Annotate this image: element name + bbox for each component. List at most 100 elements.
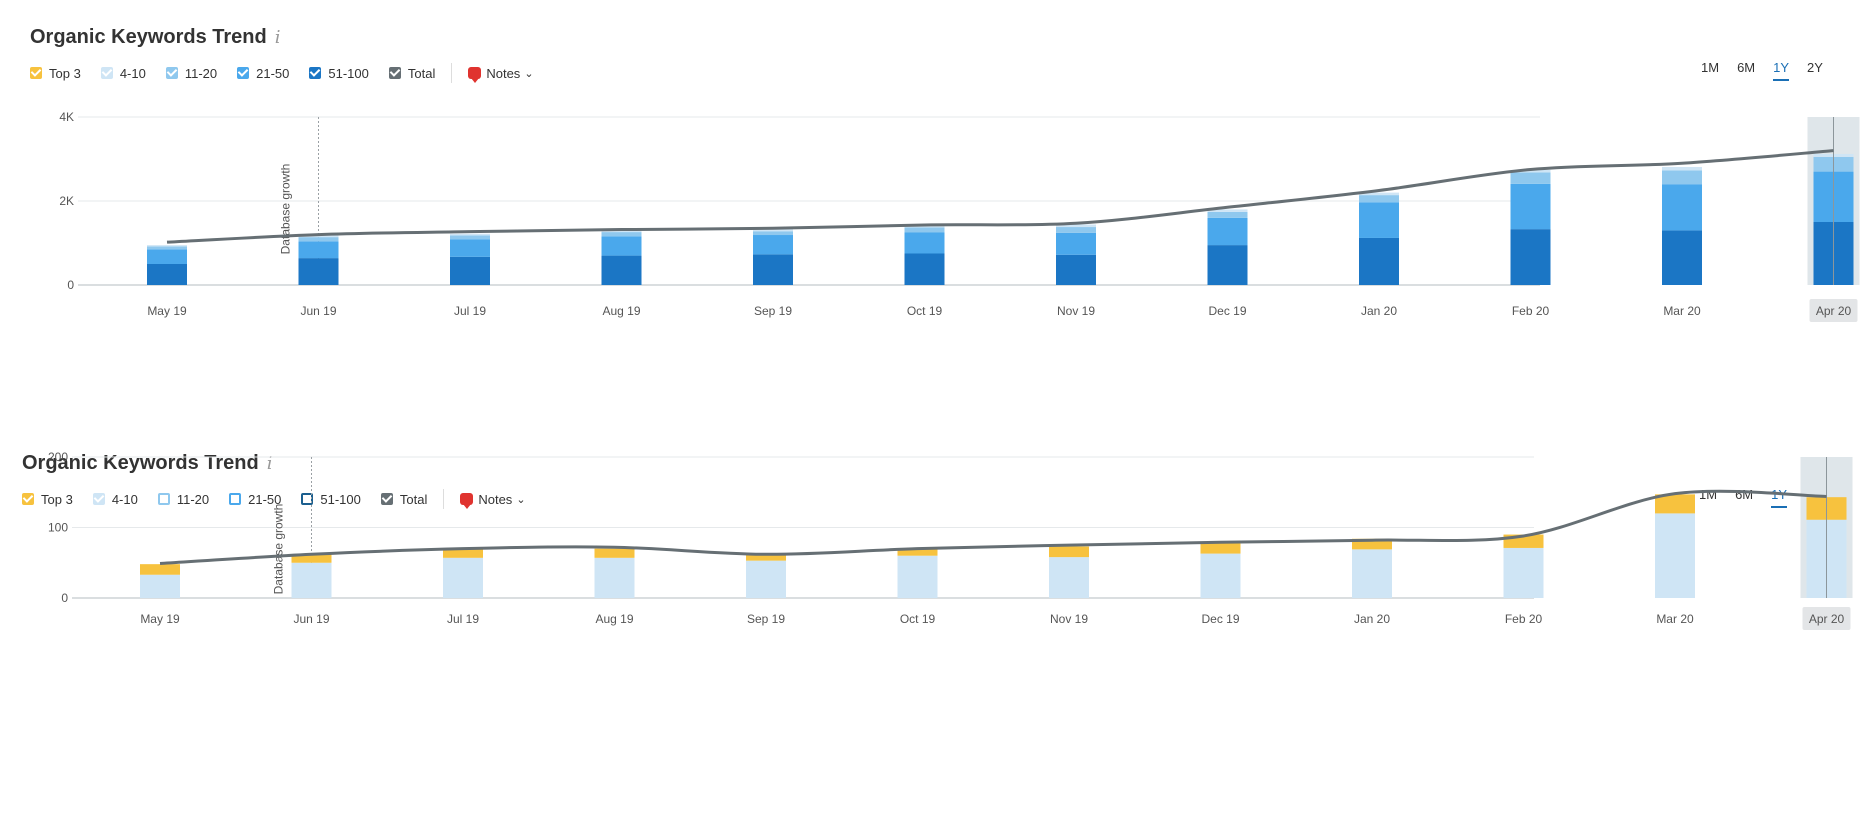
legend-label: Top 3 <box>41 491 73 507</box>
legend-checkbox[interactable] <box>229 493 242 505</box>
period-6m[interactable]: 6M <box>1737 60 1756 75</box>
x-tick-label: Jan 20 <box>1361 304 1397 318</box>
bar-segment <box>601 255 642 285</box>
legend-checkbox[interactable] <box>301 493 314 505</box>
bar-segment <box>1662 170 1702 185</box>
bar-segment <box>298 258 339 285</box>
bar-segment <box>443 557 483 598</box>
x-tick-label: Aug 19 <box>602 304 640 318</box>
y-tick-label: 0 <box>61 591 68 605</box>
bar-segment <box>904 227 945 233</box>
bar-segment <box>1207 211 1248 218</box>
legend-checkbox[interactable] <box>157 493 170 505</box>
legend-item-total[interactable]: Total <box>380 492 427 507</box>
legend-checkbox[interactable] <box>237 67 250 79</box>
bar-segment <box>1662 230 1702 285</box>
legend-checkbox[interactable] <box>22 493 34 505</box>
bar-segment <box>1359 192 1399 196</box>
legend-item-11-20[interactable]: 11-20 <box>165 65 218 81</box>
speech-bubble-icon <box>468 67 482 83</box>
legend-item-top-3[interactable]: Top 3 <box>30 66 81 81</box>
highlight-label-bg <box>1802 607 1851 630</box>
bar-segment <box>147 264 187 285</box>
bar-segment <box>147 245 187 247</box>
legend-item-4-10[interactable]: 4-10 <box>92 491 138 507</box>
legend-item-21-50[interactable]: 21-50 <box>237 66 289 81</box>
legend-item-51-100[interactable]: 51-100 <box>309 66 369 81</box>
legend-label: 21-50 <box>256 65 290 81</box>
bar-segment <box>147 249 187 264</box>
notes-dropdown[interactable]: Notes ⌄ <box>460 492 526 509</box>
notes-dropdown[interactable]: Notes ⌄ <box>468 65 534 83</box>
bar-segment <box>1352 549 1392 598</box>
bar-segment <box>746 554 786 561</box>
x-tick-label: Dec 19 <box>1208 304 1246 318</box>
x-tick-label: Sep 19 <box>747 612 785 626</box>
legend-item-21-50[interactable]: 21-50 <box>229 492 281 507</box>
period-1m[interactable]: 1M <box>1701 60 1720 75</box>
legend-label: 11-20 <box>176 491 210 507</box>
legend-label: Total <box>407 65 436 81</box>
legend-item-51-100[interactable]: 51-100 <box>301 492 361 507</box>
legend-item-top-3[interactable]: Top 3 <box>22 492 73 507</box>
bar-segment <box>1503 547 1544 598</box>
legend: Top 3 4-10 11-20 21-50 51-100 Total Notes ⌄ <box>30 63 534 83</box>
period-2y[interactable]: 2Y <box>1807 60 1823 75</box>
bar-segment <box>298 235 339 238</box>
bar-segment <box>1049 546 1089 558</box>
bar-segment <box>140 564 180 575</box>
bar-segment <box>1510 183 1551 230</box>
bar-segment <box>594 548 635 558</box>
bar-segment <box>601 236 642 256</box>
legend-checkbox[interactable] <box>309 67 322 79</box>
bar-segment <box>753 254 793 285</box>
bar-segment <box>1655 494 1695 514</box>
legend-checkbox[interactable] <box>388 67 401 79</box>
bar-segment <box>147 246 187 250</box>
legend-label: 11-20 <box>184 65 218 81</box>
x-tick-label: Jul 19 <box>447 612 479 626</box>
bar-segment <box>1510 172 1551 184</box>
legend-checkbox[interactable] <box>92 493 105 505</box>
legend-checkbox[interactable] <box>165 67 178 79</box>
bar-segment <box>1207 217 1248 246</box>
bar-segment <box>753 235 793 255</box>
period-1y[interactable]: 1Y <box>1773 60 1790 81</box>
legend-item-4-10[interactable]: 4-10 <box>100 65 146 81</box>
total-line <box>166 149 1834 244</box>
x-tick-label: Apr 20 <box>1816 304 1852 318</box>
legend-item-11-20[interactable]: 11-20 <box>157 491 210 507</box>
legend-label: 4-10 <box>111 491 138 507</box>
keywords-trend-panel-2: Organic Keywords Trend i Top 3 4-10 11-20 21… <box>0 432 1864 827</box>
notes-label: Notes <box>486 65 521 81</box>
bar-segment <box>1056 232 1096 255</box>
info-icon[interactable]: i <box>266 453 273 474</box>
info-icon[interactable]: i <box>274 27 281 48</box>
bar-segment <box>1200 553 1241 598</box>
legend-label: 4-10 <box>119 65 146 81</box>
bar-segment <box>140 574 180 598</box>
legend-checkbox[interactable] <box>30 67 42 79</box>
legend-checkbox[interactable] <box>380 493 393 505</box>
x-tick-label: May 19 <box>140 612 180 626</box>
legend-divider <box>443 489 445 509</box>
bar-segment <box>897 555 938 598</box>
y-tick-label: 0 <box>67 278 74 292</box>
x-tick-label: Jun 19 <box>300 304 336 318</box>
bar-segment <box>1359 195 1399 203</box>
bar-segment <box>1662 184 1702 231</box>
bar-segment <box>1359 202 1399 238</box>
chart-svg: 0 100 200 Database growth May 19 Jun 19 Jul 19… <box>48 450 1853 630</box>
bar-segment <box>1662 166 1702 171</box>
x-tick-label: Jun 19 <box>293 612 329 626</box>
bar-segment <box>1655 513 1695 598</box>
bar-segment <box>450 233 490 236</box>
legend-checkbox[interactable] <box>100 67 113 79</box>
speech-bubble-icon <box>460 493 474 509</box>
legend-item-total[interactable]: Total <box>388 65 436 81</box>
total-line <box>159 489 1827 565</box>
bar-segment <box>298 237 339 242</box>
legend: Top 3 4-10 11-20 21-50 51-100 Total Notes ⌄ <box>22 489 526 509</box>
bar-segment <box>291 562 332 598</box>
bar-segment <box>753 229 793 232</box>
